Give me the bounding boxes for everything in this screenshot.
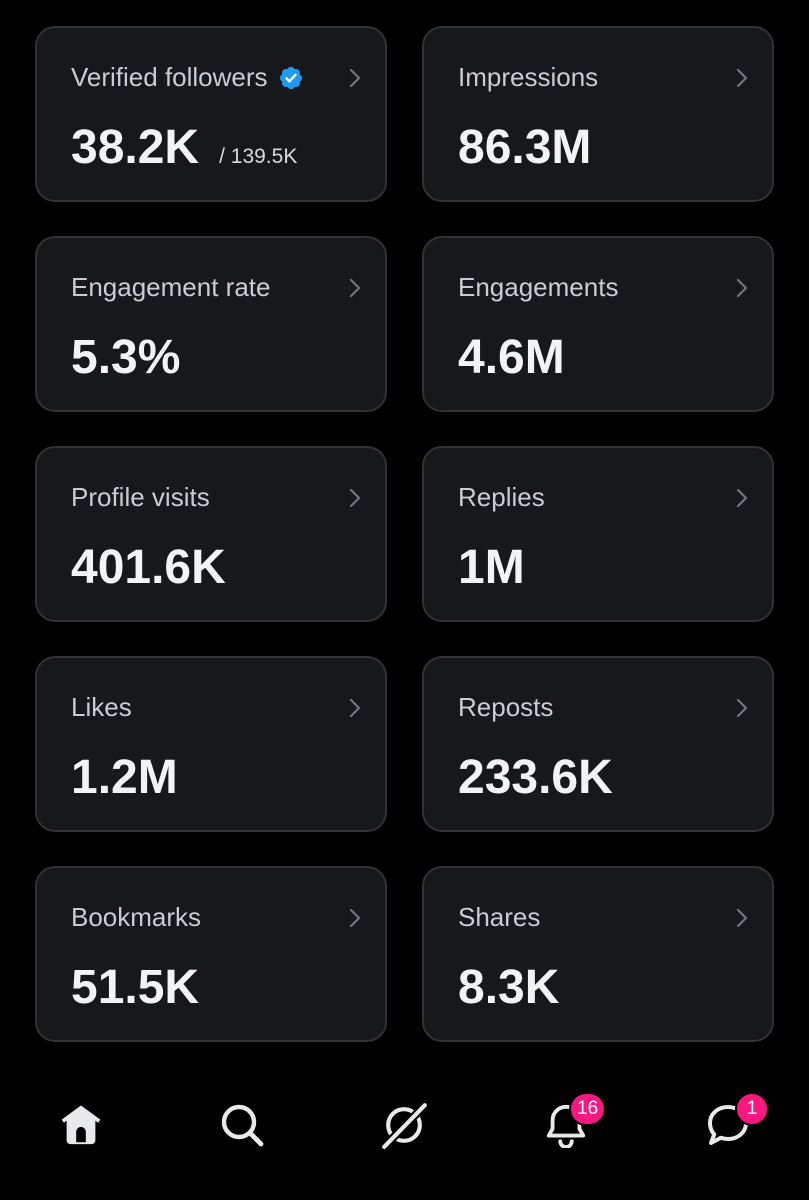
metric-card-likes[interactable]: Likes 1.2M — [35, 656, 387, 832]
metric-value: 401.6K — [71, 541, 226, 594]
nav-grok[interactable] — [379, 1100, 429, 1151]
metric-value: 1M — [458, 541, 525, 594]
metric-value: 8.3K — [458, 961, 560, 1014]
metric-value-row: 38.2K / 139.5K — [71, 120, 297, 175]
metric-value: 51.5K — [71, 961, 200, 1014]
chevron-right-icon — [736, 278, 748, 298]
chevron-right-icon — [349, 278, 361, 298]
metric-card-bookmarks[interactable]: Bookmarks 51.5K — [35, 866, 387, 1042]
metric-label: Engagement rate — [71, 272, 271, 302]
metric-label-row: Verified followers — [71, 62, 304, 93]
nav-home[interactable] — [56, 1100, 106, 1150]
metric-label: Shares — [458, 902, 541, 932]
search-icon — [221, 1104, 264, 1147]
metric-card-engagements[interactable]: Engagements 4.6M — [422, 236, 774, 412]
chevron-right-icon — [349, 68, 361, 88]
bottom-nav: 16 1 — [0, 1082, 809, 1172]
metric-card-replies[interactable]: Replies 1M — [422, 446, 774, 622]
metric-value: 1.2M — [71, 751, 178, 804]
metric-label: Profile visits — [71, 482, 210, 512]
metric-value: 38.2K — [71, 121, 200, 174]
metric-label: Reposts — [458, 692, 554, 722]
metric-label: Engagements — [458, 272, 619, 302]
chevron-right-icon — [736, 68, 748, 88]
metric-label: Likes — [71, 692, 132, 722]
metric-card-impressions[interactable]: Impressions 86.3M — [422, 26, 774, 202]
metric-card-shares[interactable]: Shares 8.3K — [422, 866, 774, 1042]
metric-label: Replies — [458, 482, 545, 512]
chevron-right-icon — [736, 488, 748, 508]
metrics-grid: Verified followers 38.2K / 139.5K Impres… — [35, 26, 774, 1042]
metric-label: Impressions — [458, 62, 599, 92]
nav-search[interactable] — [217, 1100, 267, 1150]
metric-card-engagement-rate[interactable]: Engagement rate 5.3% — [35, 236, 387, 412]
messages-badge: 1 — [735, 1092, 769, 1126]
nav-notifications[interactable]: 16 — [541, 1092, 607, 1150]
grok-icon — [380, 1101, 429, 1151]
metric-value: 86.3M — [458, 121, 592, 174]
chevron-right-icon — [736, 698, 748, 718]
nav-messages[interactable]: 1 — [703, 1092, 769, 1150]
chevron-right-icon — [349, 488, 361, 508]
metric-total: / 139.5K — [219, 145, 298, 168]
chevron-right-icon — [736, 908, 748, 928]
metric-card-reposts[interactable]: Reposts 233.6K — [422, 656, 774, 832]
notifications-badge: 16 — [569, 1092, 607, 1126]
verified-badge-icon — [279, 66, 302, 89]
metric-card-profile-visits[interactable]: Profile visits 401.6K — [35, 446, 387, 622]
home-icon — [61, 1105, 101, 1145]
chevron-right-icon — [349, 908, 361, 928]
chevron-right-icon — [349, 698, 361, 718]
metric-label: Bookmarks — [71, 902, 202, 932]
metric-value: 4.6M — [458, 331, 565, 384]
metric-value: 5.3% — [71, 331, 181, 384]
metric-value: 233.6K — [458, 751, 613, 804]
metric-label: Verified followers — [71, 62, 268, 92]
metric-card-verified-followers[interactable]: Verified followers 38.2K / 139.5K — [35, 26, 387, 202]
